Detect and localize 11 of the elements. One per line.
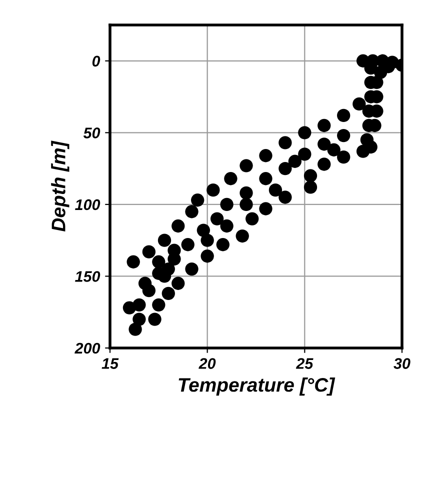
y-tick-label: 200 (74, 342, 100, 354)
y-tick-label: 100 (75, 199, 100, 210)
y-tick-label: 0 (92, 56, 100, 67)
x-tick-label: 30 (394, 358, 410, 369)
y-tick-label: 150 (75, 271, 100, 282)
x-tick-label: 15 (102, 358, 119, 369)
y-tick-label: 50 (83, 128, 100, 138)
x-tick-label: 20 (198, 358, 216, 369)
x-axis-title: Temperature [°C] (178, 378, 336, 396)
y-axis-title: Depth [m] (51, 140, 70, 232)
x-tick-label: 25 (296, 358, 314, 369)
